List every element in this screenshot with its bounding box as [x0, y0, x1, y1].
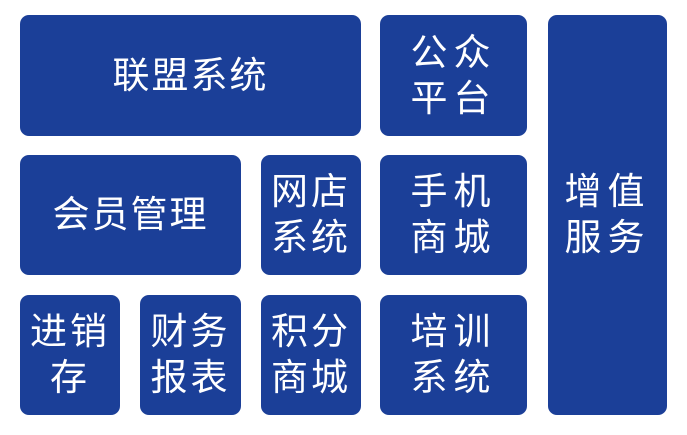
- tile-label-line: 进销: [30, 309, 110, 355]
- tile-value-added-services[interactable]: 增值 服务: [548, 15, 667, 415]
- tile-public-platform[interactable]: 公众 平台: [380, 15, 527, 136]
- tile-label: 网店 系统: [271, 169, 351, 261]
- tile-label-line: 系统: [271, 215, 351, 261]
- tile-label: 财务 报表: [151, 309, 231, 401]
- tile-mobile-mall[interactable]: 手机 商城: [380, 155, 527, 275]
- tile-label-line: 报表: [151, 355, 231, 401]
- tile-label-line: 网店: [271, 169, 351, 215]
- tile-label-line: 商城: [411, 215, 497, 261]
- tile-label: 公众 平台: [411, 30, 497, 122]
- tile-label-line: 增值: [565, 169, 651, 215]
- tile-training-system[interactable]: 培训 系统: [380, 295, 527, 415]
- tile-label-line: 平台: [411, 76, 497, 122]
- tile-alliance-system[interactable]: 联盟系统: [20, 15, 361, 136]
- tile-label-line: 会员管理: [53, 192, 209, 238]
- tile-label: 会员管理: [53, 192, 209, 238]
- tile-label-line: 公众: [411, 30, 497, 76]
- tile-points-mall[interactable]: 积分 商城: [261, 295, 361, 415]
- tile-online-store-system[interactable]: 网店 系统: [261, 155, 361, 275]
- tile-label: 联盟系统: [113, 53, 269, 99]
- tile-label: 进销 存: [30, 309, 110, 401]
- tile-member-management[interactable]: 会员管理: [20, 155, 241, 275]
- tile-label-line: 系统: [411, 355, 497, 401]
- tile-label: 培训 系统: [411, 309, 497, 401]
- tile-label: 手机 商城: [411, 169, 497, 261]
- tile-financial-reports[interactable]: 财务 报表: [140, 295, 241, 415]
- tile-label-line: 培训: [411, 309, 497, 355]
- tile-label-line: 联盟系统: [113, 53, 269, 99]
- tile-label-line: 存: [30, 355, 110, 401]
- tile-label-line: 服务: [565, 215, 651, 261]
- tile-inventory[interactable]: 进销 存: [20, 295, 120, 415]
- tile-label-line: 手机: [411, 169, 497, 215]
- tile-label: 增值 服务: [565, 169, 651, 261]
- tile-label-line: 财务: [151, 309, 231, 355]
- tile-label-line: 商城: [271, 355, 351, 401]
- tile-label: 积分 商城: [271, 309, 351, 401]
- tile-label-line: 积分: [271, 309, 351, 355]
